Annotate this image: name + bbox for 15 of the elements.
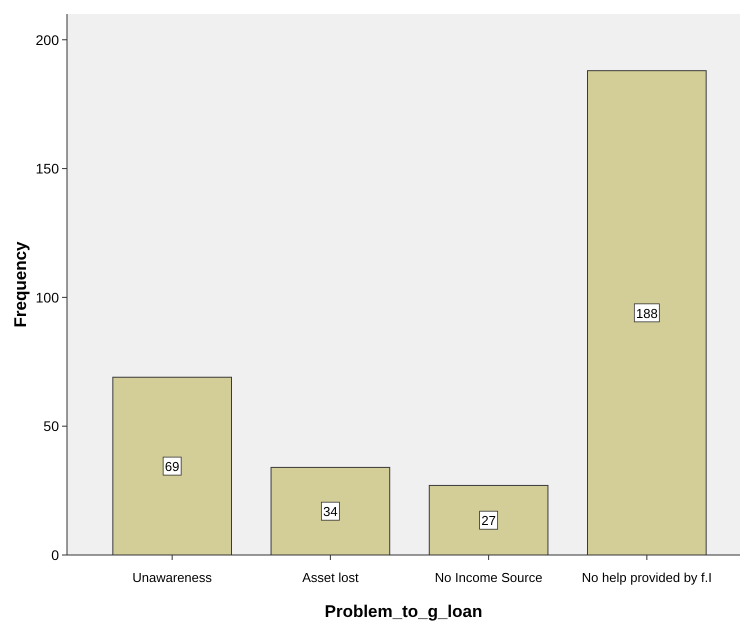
x-tick-label: Unawareness bbox=[132, 570, 212, 585]
x-tick-label: No Income Source bbox=[434, 570, 542, 585]
data-label: 69 bbox=[164, 459, 180, 474]
x-axis-title: Problem_to_g_loan bbox=[324, 602, 482, 621]
x-tick-label: Asset lost bbox=[302, 570, 359, 585]
y-tick-label: 100 bbox=[36, 289, 60, 306]
x-tick-label: No help provided by f.I bbox=[582, 570, 712, 585]
y-tick-label: 50 bbox=[43, 418, 60, 434]
y-tick-label: 0 bbox=[51, 547, 60, 563]
y-tick-label: 150 bbox=[36, 160, 60, 177]
data-label: 188 bbox=[636, 306, 658, 321]
y-axis-title: Frequency bbox=[11, 240, 30, 328]
data-label: 34 bbox=[323, 504, 338, 520]
y-tick-label: 200 bbox=[36, 32, 60, 48]
data-label: 27 bbox=[481, 513, 496, 528]
